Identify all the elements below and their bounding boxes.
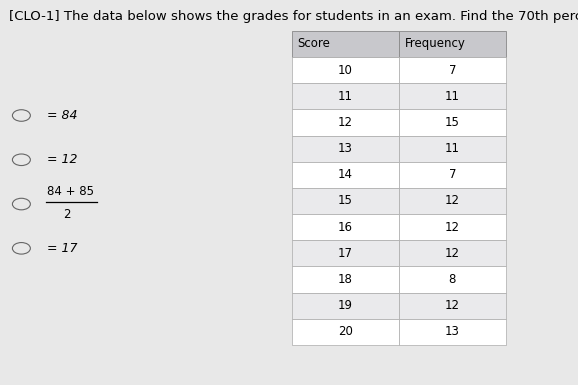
Bar xyxy=(292,162,399,188)
Bar xyxy=(292,57,399,83)
Text: 12: 12 xyxy=(445,194,460,208)
Text: 11: 11 xyxy=(338,90,353,103)
Bar xyxy=(292,136,399,162)
Text: 10: 10 xyxy=(338,64,353,77)
Text: = 17: = 17 xyxy=(47,242,78,255)
Bar xyxy=(292,319,399,345)
Bar xyxy=(399,266,506,293)
Bar xyxy=(292,188,399,214)
Text: 12: 12 xyxy=(445,247,460,260)
Bar xyxy=(399,214,506,240)
Text: 17: 17 xyxy=(338,247,353,260)
Ellipse shape xyxy=(12,198,31,210)
Text: 13: 13 xyxy=(445,325,460,338)
Bar xyxy=(292,240,399,266)
Bar xyxy=(399,109,506,136)
Bar xyxy=(292,266,399,293)
Text: 12: 12 xyxy=(445,221,460,234)
Bar xyxy=(292,109,399,136)
Text: 13: 13 xyxy=(338,142,353,155)
Text: = 84: = 84 xyxy=(47,109,78,122)
Bar xyxy=(399,31,506,57)
Text: Score: Score xyxy=(298,37,331,50)
Bar xyxy=(399,240,506,266)
Ellipse shape xyxy=(12,243,31,254)
Bar xyxy=(292,83,399,109)
Text: [CLO-1] The data below shows the grades for students in an exam. Find the 70th p: [CLO-1] The data below shows the grades … xyxy=(9,10,578,23)
Text: 11: 11 xyxy=(445,90,460,103)
Text: 18: 18 xyxy=(338,273,353,286)
Text: 16: 16 xyxy=(338,221,353,234)
Bar xyxy=(292,293,399,319)
Text: = 12: = 12 xyxy=(47,153,78,166)
Bar xyxy=(399,57,506,83)
Text: 8: 8 xyxy=(449,273,456,286)
Text: 84 + 85: 84 + 85 xyxy=(47,185,94,198)
Text: 7: 7 xyxy=(449,64,456,77)
Bar xyxy=(399,162,506,188)
Ellipse shape xyxy=(12,154,31,166)
Text: 15: 15 xyxy=(338,194,353,208)
Bar xyxy=(399,293,506,319)
Text: Frequency: Frequency xyxy=(405,37,465,50)
Ellipse shape xyxy=(12,110,31,121)
Text: 19: 19 xyxy=(338,299,353,312)
Text: 7: 7 xyxy=(449,168,456,181)
Text: 12: 12 xyxy=(338,116,353,129)
Text: 15: 15 xyxy=(445,116,460,129)
Bar xyxy=(399,188,506,214)
Bar xyxy=(292,31,399,57)
Bar xyxy=(292,214,399,240)
Text: 14: 14 xyxy=(338,168,353,181)
Bar xyxy=(399,136,506,162)
Text: 2: 2 xyxy=(64,208,71,221)
Bar xyxy=(399,83,506,109)
Text: 12: 12 xyxy=(445,299,460,312)
Text: 11: 11 xyxy=(445,142,460,155)
Bar xyxy=(399,319,506,345)
Text: 20: 20 xyxy=(338,325,353,338)
